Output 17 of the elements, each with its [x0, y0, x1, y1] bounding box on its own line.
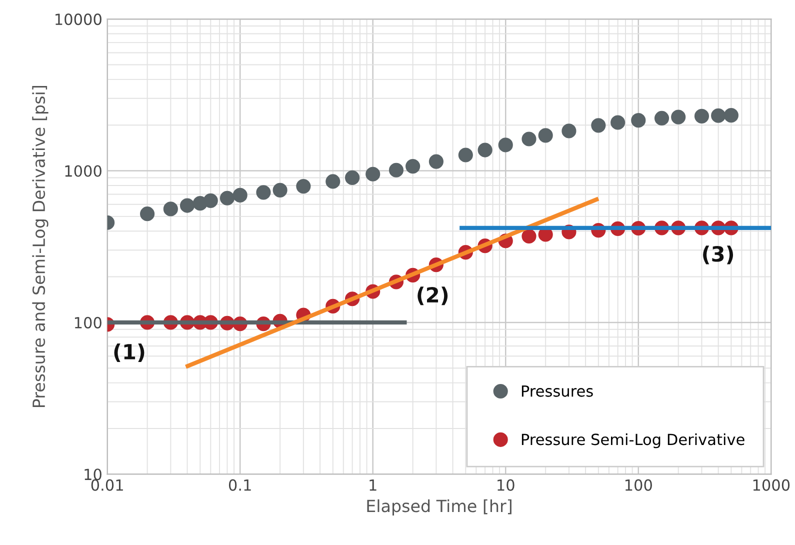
- y-tick-label: 100: [74, 316, 102, 328]
- legend-label: Pressure Semi-Log Derivative: [522, 433, 744, 448]
- y-tick-label: 10000: [56, 14, 102, 26]
- x-tick-label: 0.01: [91, 479, 123, 491]
- annotation: (1): [114, 343, 144, 362]
- y-tick-label: 1000: [65, 165, 102, 177]
- x-tick-label: 100: [625, 479, 652, 491]
- x-tick-label: 1: [370, 479, 376, 491]
- x-axis-title: Elapsed Time [hr]: [367, 499, 512, 516]
- annotation: (3): [703, 246, 734, 264]
- annotation: (2): [418, 286, 448, 306]
- y-tick-label: 10: [84, 468, 102, 480]
- x-tick-label: 10: [498, 479, 514, 491]
- y-axis-title: Pressure and Semi-Log Derivative [psi]: [32, 86, 48, 407]
- legend-label: Pressures: [522, 385, 593, 397]
- x-tick-label: 1000: [753, 479, 790, 491]
- x-tick-label: 0.1: [228, 479, 251, 491]
